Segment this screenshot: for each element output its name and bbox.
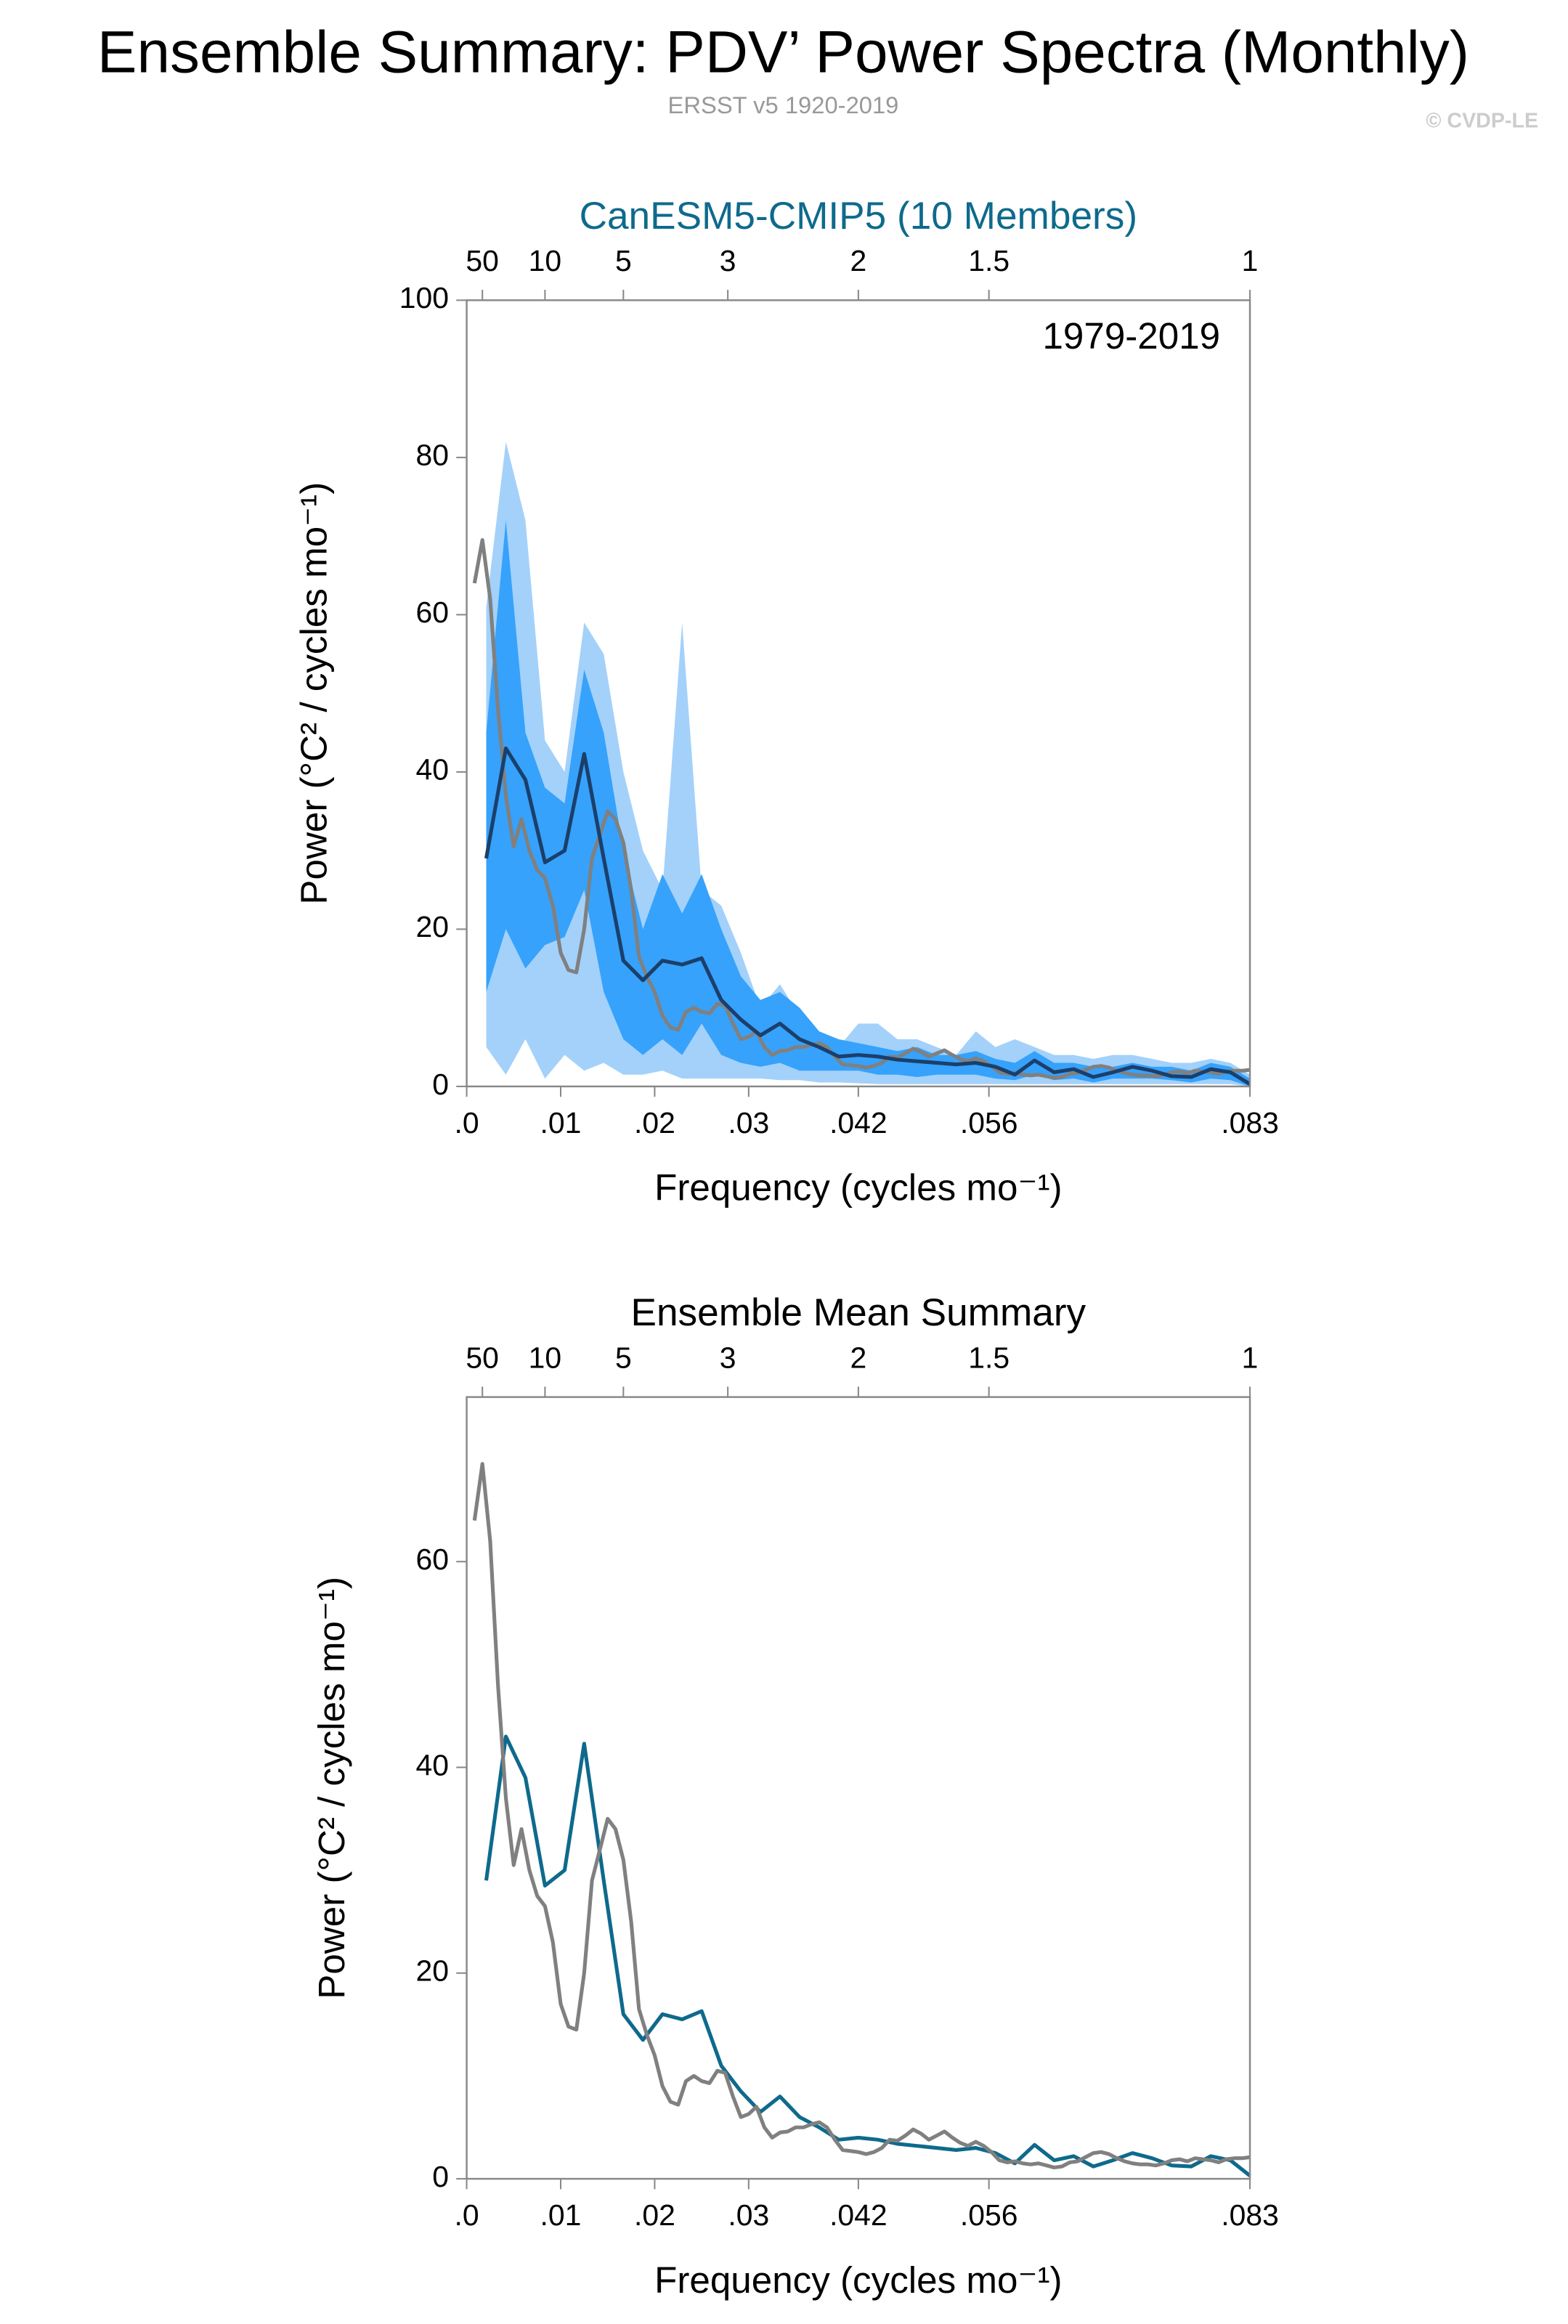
x-tick-label: .03	[728, 1106, 769, 1139]
x2-tick-label: 3	[720, 244, 736, 277]
page-title: Ensemble Summary: PDV’ Power Spectra (Mo…	[97, 19, 1469, 85]
series-line	[484, 746, 1251, 1086]
x-tick-label: .083	[1221, 1106, 1279, 1139]
y-tick-label: 0	[432, 1068, 449, 1101]
y-tick-label: 40	[416, 1748, 450, 1781]
x-tick-label: .056	[960, 1106, 1018, 1139]
x2-tick-label: 2	[850, 1341, 867, 1374]
x2-tick-label: 50	[466, 1341, 499, 1374]
x2-tick-label: 1	[1242, 1341, 1259, 1374]
plot-frame	[466, 1396, 1251, 2180]
x-tick-label: .02	[634, 1106, 675, 1139]
x2-tick-label: 1.5	[968, 1341, 1010, 1374]
x-tick-label: .042	[829, 2198, 887, 2232]
x-tick-label: .083	[1221, 2198, 1279, 2232]
x-tick-label: .02	[634, 2198, 675, 2232]
annotation: 1979-2019	[1042, 315, 1220, 357]
y-tick-label: 0	[432, 2160, 449, 2193]
spread-band	[486, 520, 1251, 1086]
y-axis-label: Power (°C² / cycles mo⁻¹)	[293, 482, 334, 905]
x-axis-label: Frequency (cycles mo⁻¹)	[654, 2259, 1062, 2301]
x-tick-label: .01	[540, 2198, 582, 2232]
y-tick-label: 80	[416, 439, 450, 472]
credit: © CVDP-LE	[1426, 109, 1538, 132]
x2-tick-label: 2	[850, 244, 867, 277]
subtitle: ERSST v5 1920-2019	[668, 92, 899, 118]
y-tick-label: 20	[416, 910, 450, 943]
y-tick-label: 40	[416, 753, 450, 787]
y-tick-label: 60	[416, 1543, 450, 1576]
y-axis-label: Power (°C² / cycles mo⁻¹)	[311, 1577, 352, 1999]
series-line	[472, 1462, 1251, 2170]
x-tick-label: .01	[540, 1106, 582, 1139]
x-tick-label: .056	[960, 2198, 1018, 2232]
y-tick-label: 60	[416, 596, 450, 629]
x2-tick-label: 50	[466, 244, 499, 277]
x2-tick-label: 1	[1242, 244, 1259, 277]
x2-tick-label: 10	[529, 1341, 562, 1374]
series-line	[484, 1734, 1251, 2177]
chart-title: CanESM5-CMIP5 (10 Members)	[580, 195, 1137, 237]
x-tick-label: .0	[455, 1106, 479, 1139]
y-tick-label: 100	[399, 281, 449, 314]
x2-tick-label: 5	[615, 244, 632, 277]
chart-title: Ensemble Mean Summary	[630, 1291, 1086, 1334]
x-tick-label: .03	[728, 2198, 769, 2232]
x2-tick-label: 3	[720, 1341, 736, 1374]
x2-tick-label: 10	[529, 244, 562, 277]
x-tick-label: .042	[829, 1106, 887, 1139]
x-tick-label: .0	[455, 2198, 479, 2232]
x2-tick-label: 1.5	[968, 244, 1010, 277]
x2-tick-label: 5	[615, 1341, 632, 1374]
y-tick-label: 20	[416, 1954, 450, 1988]
x-axis-label: Frequency (cycles mo⁻¹)	[654, 1167, 1062, 1208]
